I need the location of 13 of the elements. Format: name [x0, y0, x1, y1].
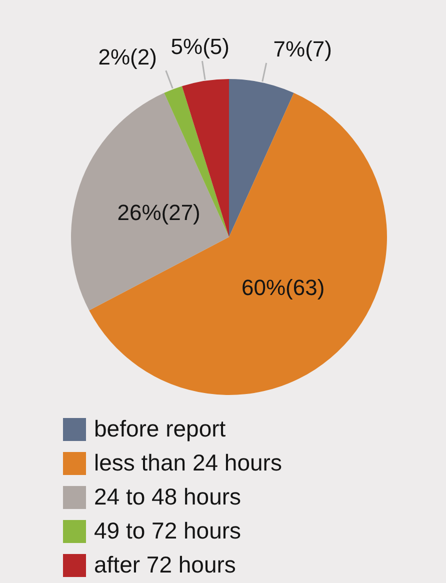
legend-label: after 72 hours	[94, 552, 236, 578]
pie-slice	[229, 79, 294, 237]
legend-label: 24 to 48 hours	[94, 484, 242, 510]
legend-label: before report	[94, 416, 226, 442]
data-label: 7%(7)	[273, 36, 332, 62]
data-label: 26%(27)	[117, 200, 200, 225]
pie-slice	[89, 92, 387, 395]
data-label: 5%(5)	[170, 34, 230, 60]
data-label: 60%(63)	[241, 274, 325, 300]
data-label: 2%(2)	[98, 44, 157, 70]
legend-label: 49 to 72 hours	[94, 518, 242, 544]
pie-slice	[71, 92, 229, 310]
legend-label: less than 24 hours	[94, 450, 282, 476]
